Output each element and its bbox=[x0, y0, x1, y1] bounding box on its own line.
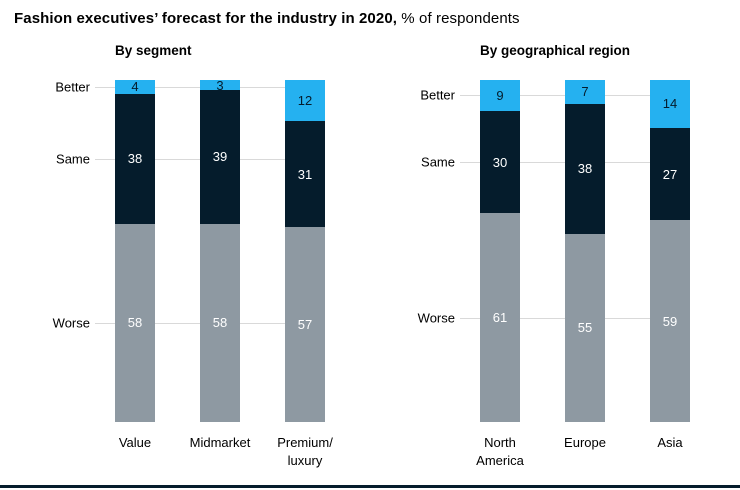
value-label: 9 bbox=[496, 87, 504, 103]
axis-label-worse: Worse bbox=[52, 315, 90, 331]
axis-label-same: Same bbox=[56, 151, 90, 167]
bar-segment-better: 4 bbox=[115, 80, 155, 94]
charts-row: By segment Better Same Worse 4 38 58 Value 3 39… bbox=[0, 43, 740, 468]
bars-area: 4 38 58 Value 3 39 58 Midmarket 12 31 57 Premium/ l… bbox=[95, 79, 333, 468]
stacked-bar: 9 30 61 bbox=[480, 80, 520, 422]
y-axis-labels: Better Same Worse bbox=[395, 80, 455, 422]
value-label: 38 bbox=[577, 161, 593, 177]
value-label: 61 bbox=[492, 310, 508, 326]
bar-segment-same: 27 bbox=[650, 127, 690, 221]
axis-label-better: Better bbox=[420, 87, 455, 103]
bar-segment-better: 14 bbox=[650, 80, 690, 128]
plot-area: Better Same Worse 9 30 61 North America 7 38 55 E… bbox=[395, 80, 690, 468]
value-label: 31 bbox=[297, 166, 313, 182]
value-label: 14 bbox=[662, 96, 678, 112]
bars-area: 9 30 61 North America 7 38 55 Europe 14 27 59 Asia bbox=[460, 80, 690, 468]
bar-segment-same: 30 bbox=[480, 110, 520, 214]
bar-column: 4 38 58 Value bbox=[115, 80, 155, 452]
bar-column: 3 39 58 Midmarket bbox=[190, 77, 251, 452]
stacked-bar: 3 39 58 bbox=[200, 77, 240, 422]
bar-column: 14 27 59 Asia bbox=[650, 80, 690, 452]
bar-segment-better: 3 bbox=[200, 77, 240, 93]
category-label: Premium/ luxury bbox=[277, 435, 333, 468]
value-label: 59 bbox=[662, 313, 678, 329]
category-label: Midmarket bbox=[189, 435, 251, 450]
chart-title: By segment bbox=[115, 43, 192, 58]
value-label: 12 bbox=[297, 93, 313, 109]
value-label: 30 bbox=[492, 154, 508, 170]
value-label: 38 bbox=[127, 151, 143, 167]
bar-column: 7 38 55 Europe bbox=[564, 80, 606, 452]
value-label: 57 bbox=[297, 317, 313, 333]
category-label: Asia bbox=[657, 435, 683, 450]
chart-by-region: By geographical region Better Same Worse 9… bbox=[395, 43, 690, 468]
axis-label-worse: Worse bbox=[417, 310, 455, 326]
axis-label-better: Better bbox=[55, 79, 90, 95]
bar-column: 9 30 61 North America bbox=[476, 80, 524, 469]
value-label: 27 bbox=[662, 166, 678, 182]
bar-column: 12 31 57 Premium/ luxury bbox=[277, 80, 333, 469]
category-label: North America bbox=[476, 435, 524, 468]
stacked-bar: 12 31 57 bbox=[285, 80, 325, 422]
value-label: 3 bbox=[216, 77, 224, 93]
bar-segment-same: 31 bbox=[285, 121, 325, 228]
bar-segment-same: 39 bbox=[200, 90, 240, 224]
page-title-bold: Fashion executives’ forecast for the ind… bbox=[14, 10, 398, 27]
bar-segment-same: 38 bbox=[115, 93, 155, 224]
value-label: 7 bbox=[581, 84, 589, 100]
value-label: 55 bbox=[577, 320, 593, 336]
stacked-bar: 4 38 58 bbox=[115, 80, 155, 422]
bar-segment-better: 12 bbox=[285, 80, 325, 122]
bar-segment-worse: 57 bbox=[285, 227, 325, 422]
bar-segment-worse: 55 bbox=[565, 233, 605, 422]
y-axis-labels: Better Same Worse bbox=[30, 79, 90, 422]
axis-label-same: Same bbox=[421, 154, 455, 170]
page-title-subtitle: % of respondents bbox=[397, 10, 520, 27]
value-label: 39 bbox=[212, 149, 228, 165]
bar-segment-worse: 58 bbox=[115, 223, 155, 422]
bar-segment-worse: 59 bbox=[650, 220, 690, 422]
bar-segment-better: 7 bbox=[565, 80, 605, 104]
bar-segment-same: 38 bbox=[565, 103, 605, 234]
plot-area: Better Same Worse 4 38 58 Value 3 39 58 Midmarket… bbox=[30, 79, 333, 468]
chart-title: By geographical region bbox=[480, 43, 631, 58]
value-label: 4 bbox=[131, 79, 139, 95]
bar-segment-better: 9 bbox=[480, 80, 520, 111]
page-title: Fashion executives’ forecast for the ind… bbox=[0, 0, 740, 27]
category-label: Europe bbox=[564, 435, 606, 450]
bar-segment-worse: 58 bbox=[200, 223, 240, 422]
value-label: 58 bbox=[127, 315, 143, 331]
chart-by-segment: By segment Better Same Worse 4 38 58 Value 3 39… bbox=[30, 43, 333, 468]
value-label: 58 bbox=[212, 315, 228, 331]
bottom-rule bbox=[0, 485, 740, 488]
stacked-bar: 14 27 59 bbox=[650, 80, 690, 422]
stacked-bar: 7 38 55 bbox=[565, 80, 605, 422]
bar-segment-worse: 61 bbox=[480, 213, 520, 422]
category-label: Value bbox=[118, 435, 152, 450]
